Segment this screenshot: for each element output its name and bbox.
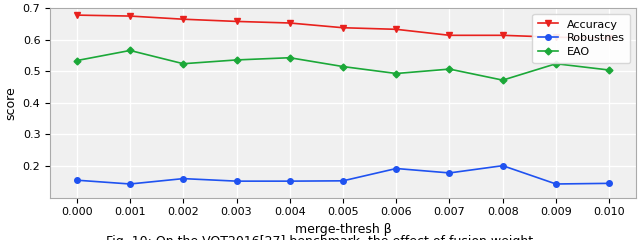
EAO: [73, 59, 81, 62]
Robustnes: [605, 182, 613, 185]
Robustnes: [233, 180, 241, 183]
Robustnes: [445, 172, 453, 174]
EAO: [605, 69, 613, 72]
EAO: [126, 49, 134, 52]
EAO: [179, 62, 187, 65]
Robustnes: [286, 180, 294, 183]
X-axis label: merge-thresh β: merge-thresh β: [294, 223, 392, 236]
Line: Robustnes: Robustnes: [74, 163, 612, 187]
Accuracy: [233, 20, 241, 23]
Robustnes: [73, 179, 81, 182]
Robustnes: [499, 164, 507, 167]
Robustnes: [392, 167, 400, 170]
Legend: Accuracy, Robustnes, EAO: Accuracy, Robustnes, EAO: [532, 14, 630, 63]
Accuracy: [73, 14, 81, 17]
Accuracy: [445, 34, 453, 37]
Y-axis label: score: score: [4, 86, 17, 120]
Accuracy: [552, 36, 560, 39]
Accuracy: [179, 18, 187, 21]
EAO: [339, 65, 347, 68]
Line: EAO: EAO: [74, 48, 612, 83]
Robustnes: [339, 179, 347, 182]
EAO: [552, 62, 560, 65]
Robustnes: [552, 183, 560, 186]
Accuracy: [126, 15, 134, 18]
Robustnes: [126, 183, 134, 186]
Accuracy: [339, 26, 347, 29]
EAO: [445, 68, 453, 71]
EAO: [233, 59, 241, 61]
Accuracy: [392, 28, 400, 31]
EAO: [499, 79, 507, 82]
Accuracy: [605, 37, 613, 40]
Text: Fig. 10: On the VOT2016[27] benchmark, the effect of fusion weight: Fig. 10: On the VOT2016[27] benchmark, t…: [106, 235, 534, 240]
Accuracy: [286, 22, 294, 24]
Accuracy: [499, 34, 507, 37]
EAO: [392, 72, 400, 75]
Line: Accuracy: Accuracy: [74, 12, 612, 41]
Robustnes: [179, 177, 187, 180]
EAO: [286, 56, 294, 59]
